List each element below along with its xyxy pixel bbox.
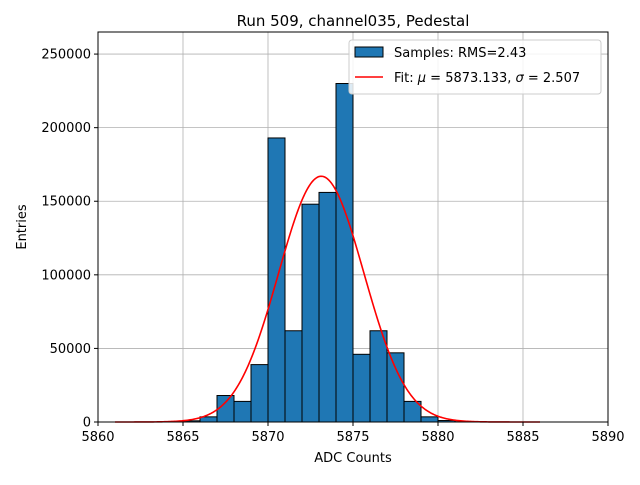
histogram-bar xyxy=(370,331,387,422)
y-tick-label: 250000 xyxy=(41,48,91,63)
x-tick-label: 5860 xyxy=(81,430,114,445)
histogram-bar xyxy=(421,417,438,422)
histogram-bar xyxy=(336,84,353,422)
legend-fit-label: Fit: μ = 5873.133, σ = 2.507 xyxy=(394,71,580,86)
x-tick-label: 5880 xyxy=(421,430,454,445)
histogram-bar xyxy=(285,331,302,422)
y-tick-label: 50000 xyxy=(50,342,91,357)
histogram-bar xyxy=(234,401,251,422)
y-axis-label: Entries xyxy=(15,204,30,250)
y-tick-label: 0 xyxy=(83,416,91,431)
histogram-bar xyxy=(302,204,319,422)
y-tick-label: 150000 xyxy=(41,195,91,210)
legend-samples-label: Samples: RMS=2.43 xyxy=(394,46,526,61)
histogram-bar xyxy=(319,192,336,422)
legend: Samples: RMS=2.43 Fit: μ = 5873.133, σ =… xyxy=(349,40,601,94)
y-tick-label: 200000 xyxy=(41,121,91,136)
histogram-bar xyxy=(387,353,404,422)
histogram-bar xyxy=(251,365,268,422)
x-tick-label: 5870 xyxy=(251,430,284,445)
x-axis-label: ADC Counts xyxy=(314,451,392,466)
x-tick-label: 5875 xyxy=(336,430,369,445)
x-tick-label: 5890 xyxy=(591,430,624,445)
histogram-bar xyxy=(353,354,370,422)
histogram-bars xyxy=(183,84,472,422)
chart-title: Run 509, channel035, Pedestal xyxy=(237,12,470,30)
legend-samples-swatch xyxy=(355,47,383,57)
x-tick-label: 5865 xyxy=(166,430,199,445)
y-tick-label: 100000 xyxy=(41,268,91,283)
x-tick-label: 5885 xyxy=(506,430,539,445)
